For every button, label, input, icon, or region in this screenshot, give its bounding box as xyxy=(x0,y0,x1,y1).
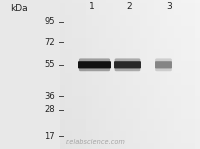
FancyBboxPatch shape xyxy=(115,58,140,71)
Text: 17: 17 xyxy=(44,132,55,141)
Text: 36: 36 xyxy=(44,92,55,101)
Text: kDa: kDa xyxy=(10,4,28,13)
FancyBboxPatch shape xyxy=(114,61,141,68)
FancyBboxPatch shape xyxy=(155,61,172,68)
FancyBboxPatch shape xyxy=(155,58,172,71)
Text: 72: 72 xyxy=(44,38,55,47)
Text: 2: 2 xyxy=(126,2,132,11)
FancyBboxPatch shape xyxy=(79,58,110,71)
FancyBboxPatch shape xyxy=(78,61,111,68)
Text: 3: 3 xyxy=(166,2,172,11)
Text: 28: 28 xyxy=(44,105,55,114)
Text: 1: 1 xyxy=(89,2,95,11)
Text: 55: 55 xyxy=(45,60,55,69)
Text: 95: 95 xyxy=(45,17,55,26)
Text: r.elabscience.com: r.elabscience.com xyxy=(66,139,126,145)
